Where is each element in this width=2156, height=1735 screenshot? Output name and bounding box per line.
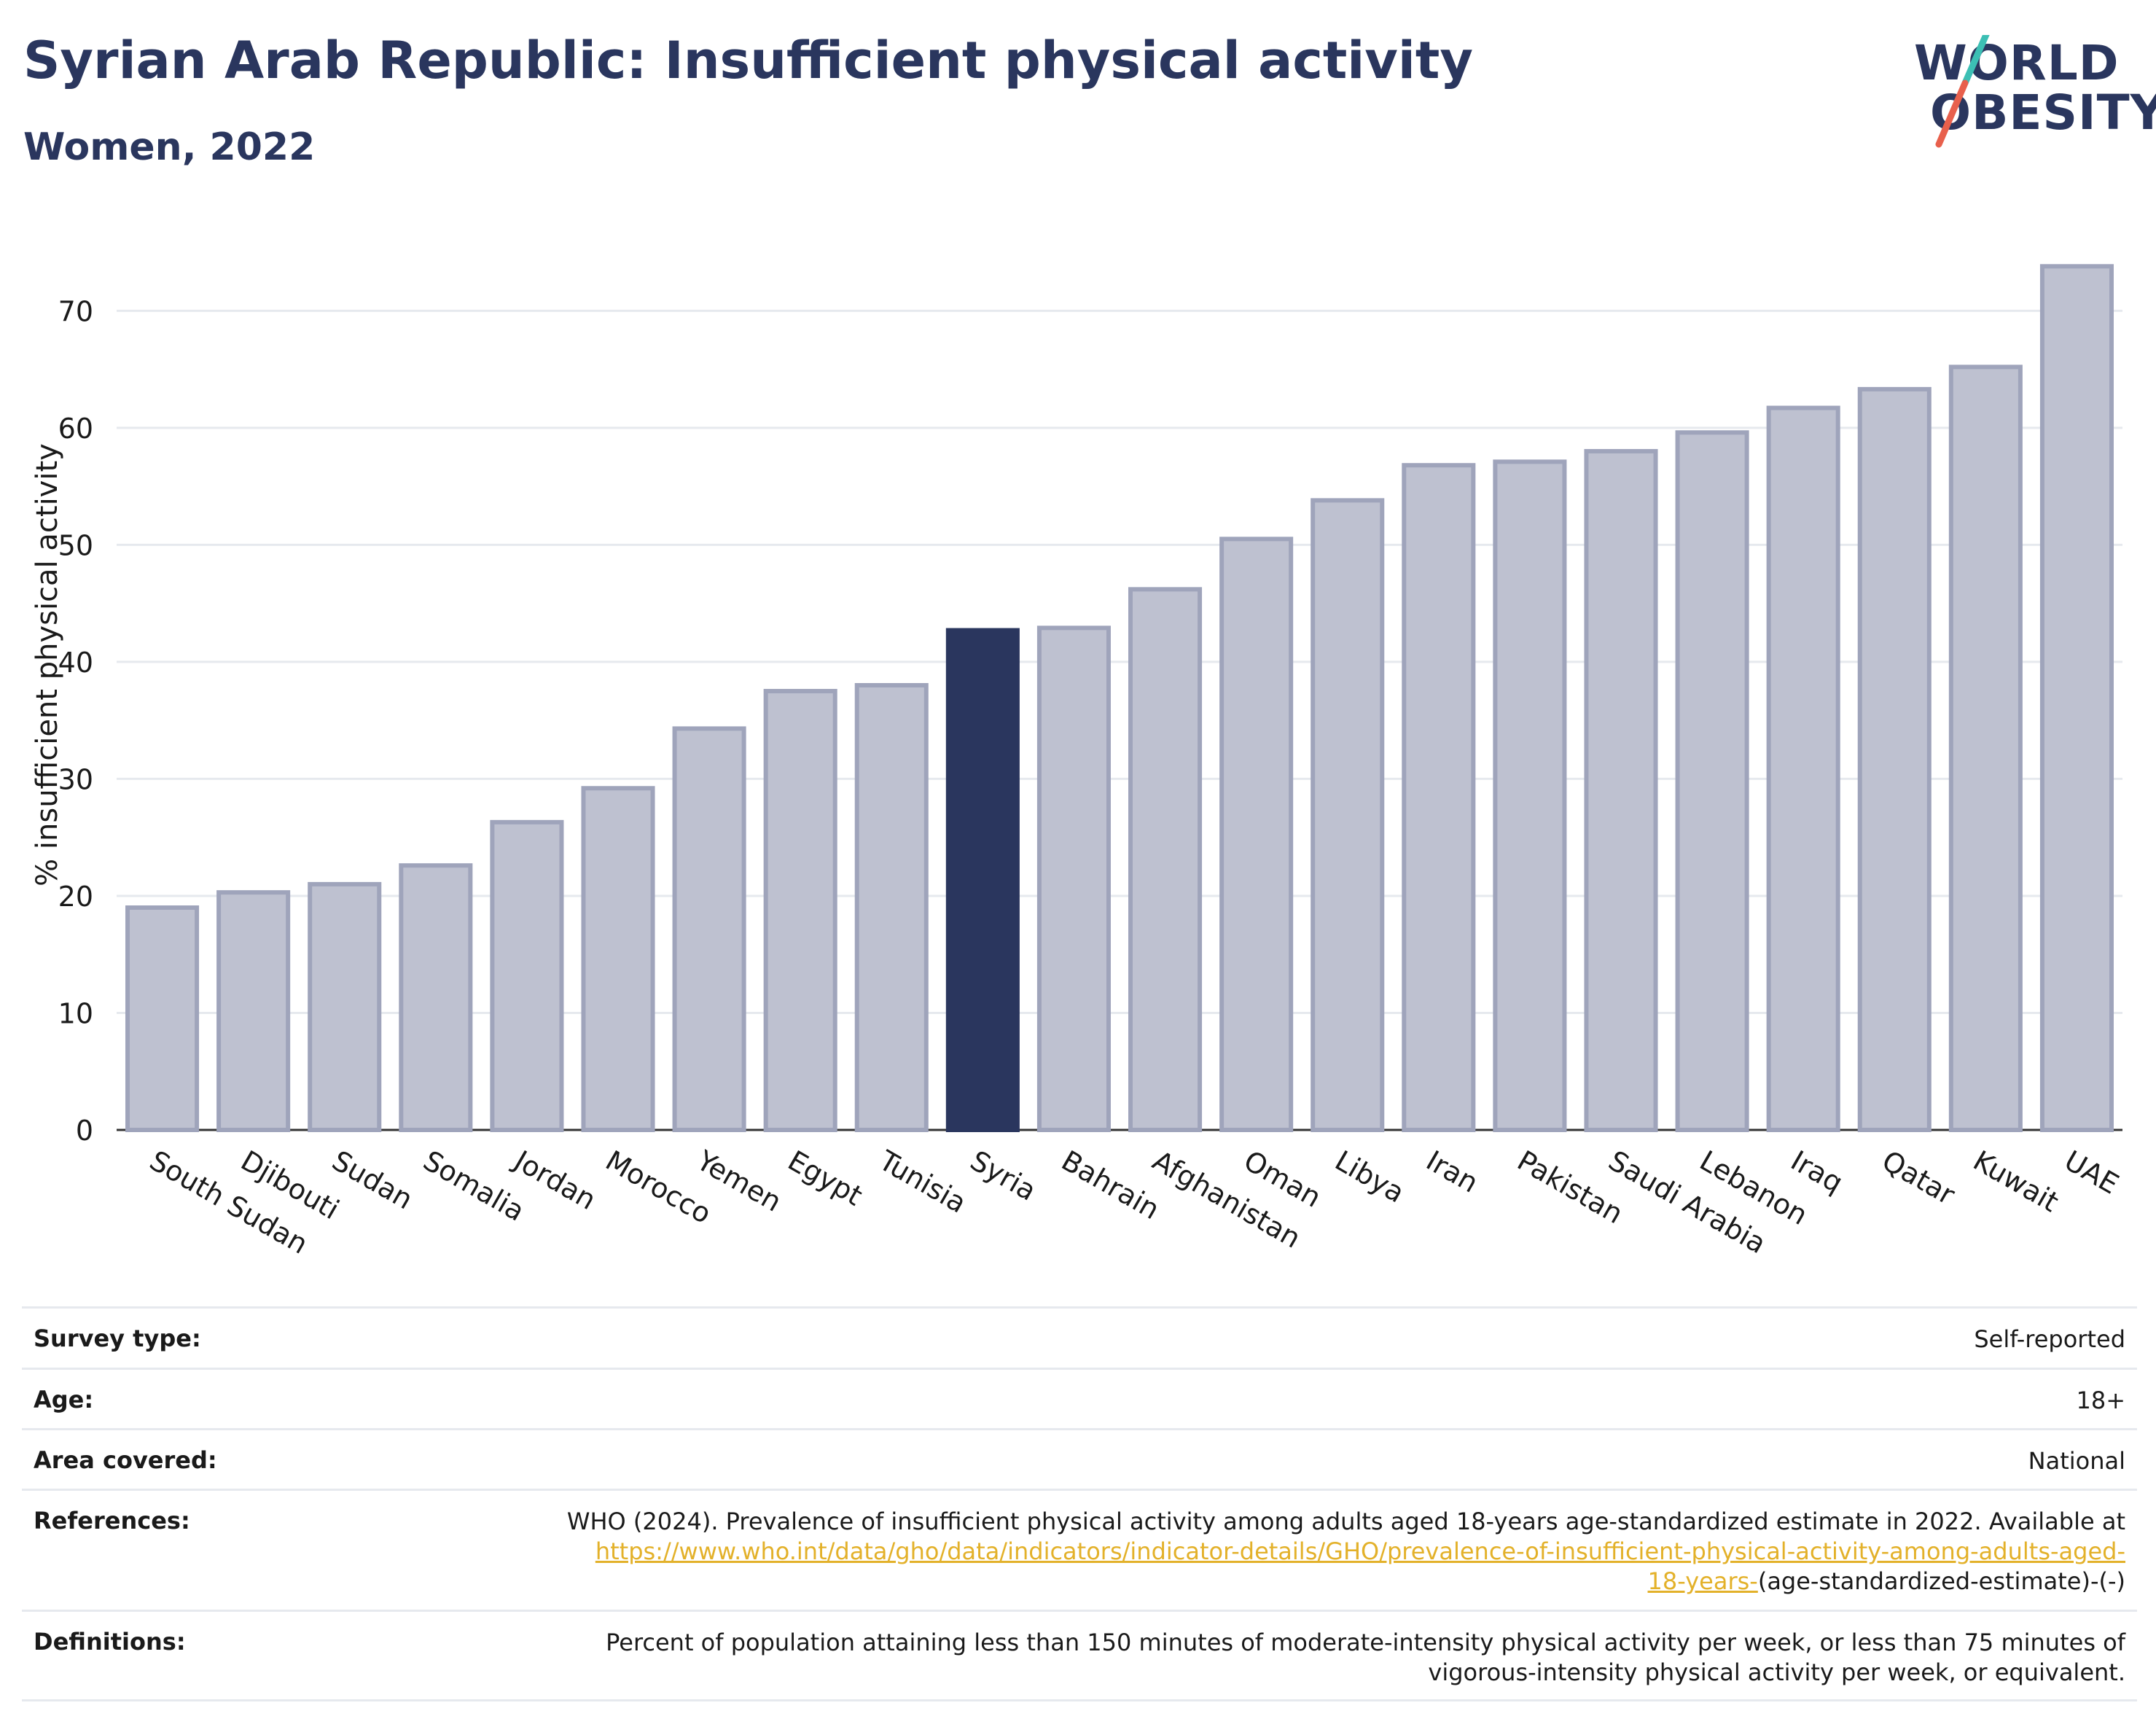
definitions-value: Percent of population attaining less tha… — [606, 1628, 2125, 1699]
bar-syria[interactable] — [945, 628, 1020, 1132]
x-tick-label: Kuwait — [1968, 1145, 2064, 1219]
bar-afghanistan[interactable] — [1128, 587, 1203, 1132]
bar-saudi-arabia[interactable] — [1584, 448, 1658, 1132]
x-tick-label: Qatar — [1877, 1145, 1961, 1212]
bars — [125, 264, 2114, 1133]
bar-oman[interactable] — [1219, 537, 1294, 1132]
x-tick-label: Somalia — [418, 1145, 530, 1228]
references-link[interactable]: https://www.who.int/data/gho/data/indica… — [595, 1537, 2125, 1565]
y-tick-label: 60 — [58, 413, 93, 445]
bar-yemen[interactable] — [672, 726, 746, 1132]
x-tick-label: Syria — [965, 1145, 1042, 1207]
y-tick-label: 10 — [58, 997, 93, 1029]
bar-south-sudan[interactable] — [125, 905, 200, 1132]
logo-slash-icon — [1935, 35, 1990, 148]
meta-row-area: Area covered: National — [22, 1428, 2137, 1489]
references-value: WHO (2024). Prevalence of insufficient p… — [567, 1507, 2125, 1610]
chart-title: Syrian Arab Republic: Insufficient physi… — [23, 31, 1473, 90]
y-tick-label: 40 — [58, 647, 93, 679]
bar-lebanon[interactable] — [1675, 430, 1749, 1132]
meta-row-references: References: WHO (2024). Prevalence of in… — [22, 1489, 2137, 1610]
bar-iraq[interactable] — [1766, 405, 1840, 1133]
bar-qatar[interactable] — [1857, 386, 1932, 1133]
y-tick-label: 0 — [76, 1115, 93, 1147]
logo-word-1: WORLD — [1914, 35, 2120, 91]
world-obesity-logo: WORLD OBESITY — [1904, 35, 2156, 152]
y-tick-label: 20 — [58, 881, 93, 913]
survey-type-label: Survey type: — [34, 1325, 201, 1352]
x-tick-label: Iran — [1421, 1145, 1483, 1199]
bar-libya[interactable] — [1311, 498, 1385, 1132]
y-tick-label: 50 — [58, 529, 93, 561]
bar-kuwait[interactable] — [1948, 364, 2023, 1133]
x-tick-label: Bahrain — [1056, 1145, 1165, 1226]
y-tick-label: 30 — [58, 763, 93, 795]
x-tick-label: UAE — [2059, 1145, 2124, 1201]
bar-bahrain[interactable] — [1036, 625, 1111, 1132]
y-axis-ticks: 0 10 20 30 40 50 60 70 — [58, 295, 93, 1147]
metadata-table: Survey type: Self-reported Age: 18+ Area… — [22, 1306, 2137, 1701]
x-tick-label: Libya — [1329, 1145, 1410, 1209]
x-tick-label: Tunisia — [873, 1144, 972, 1220]
references-tail: (age-standardized-estimate)-(-) — [1757, 1567, 2125, 1595]
area-label: Area covered: — [34, 1446, 217, 1474]
definitions-line-1: Percent of population attaining less tha… — [606, 1629, 2125, 1656]
area-value: National — [2028, 1447, 2125, 1475]
chart-subtitle: Women, 2022 — [23, 125, 316, 169]
meta-row-definitions: Definitions: Percent of population attai… — [22, 1610, 2137, 1701]
age-label: Age: — [34, 1386, 94, 1414]
bar-egypt[interactable] — [763, 689, 837, 1132]
bar-uae[interactable] — [2039, 264, 2114, 1132]
bar-somalia[interactable] — [399, 863, 473, 1132]
bar-pakistan[interactable] — [1493, 459, 1567, 1133]
y-tick-label: 70 — [58, 295, 93, 327]
bar-tunisia[interactable] — [854, 683, 929, 1132]
bar-jordan[interactable] — [490, 819, 564, 1132]
age-value: 18+ — [2076, 1387, 2125, 1414]
logo-word-2: OBESITY — [1930, 85, 2156, 141]
bar-morocco[interactable] — [581, 786, 655, 1133]
meta-row-age: Age: 18+ — [22, 1368, 2137, 1428]
definitions-label: Definitions: — [34, 1628, 186, 1656]
survey-type-value: Self-reported — [1974, 1325, 2125, 1353]
references-label: References: — [34, 1507, 190, 1535]
bar-chart: 0 10 20 30 40 50 60 70 South SudanDjiboutiSudan… — [31, 264, 2124, 1260]
x-tick-label: Egypt — [783, 1145, 868, 1212]
meta-row-survey-type: Survey type: Self-reported — [22, 1306, 2137, 1368]
references-text: WHO (2024). Prevalence of insufficient p… — [566, 1508, 2125, 1535]
bar-iran[interactable] — [1402, 463, 1476, 1133]
y-axis-label: % insufficient physical activity — [31, 443, 64, 886]
definitions-line-2: vigorous-intensity physical activity per… — [1428, 1658, 2125, 1686]
bar-djibouti[interactable] — [216, 890, 291, 1132]
x-tick-label: Iraq — [1786, 1145, 1848, 1199]
references-link-cont[interactable]: 18-years- — [1647, 1567, 1758, 1595]
bar-sudan[interactable] — [308, 881, 382, 1132]
